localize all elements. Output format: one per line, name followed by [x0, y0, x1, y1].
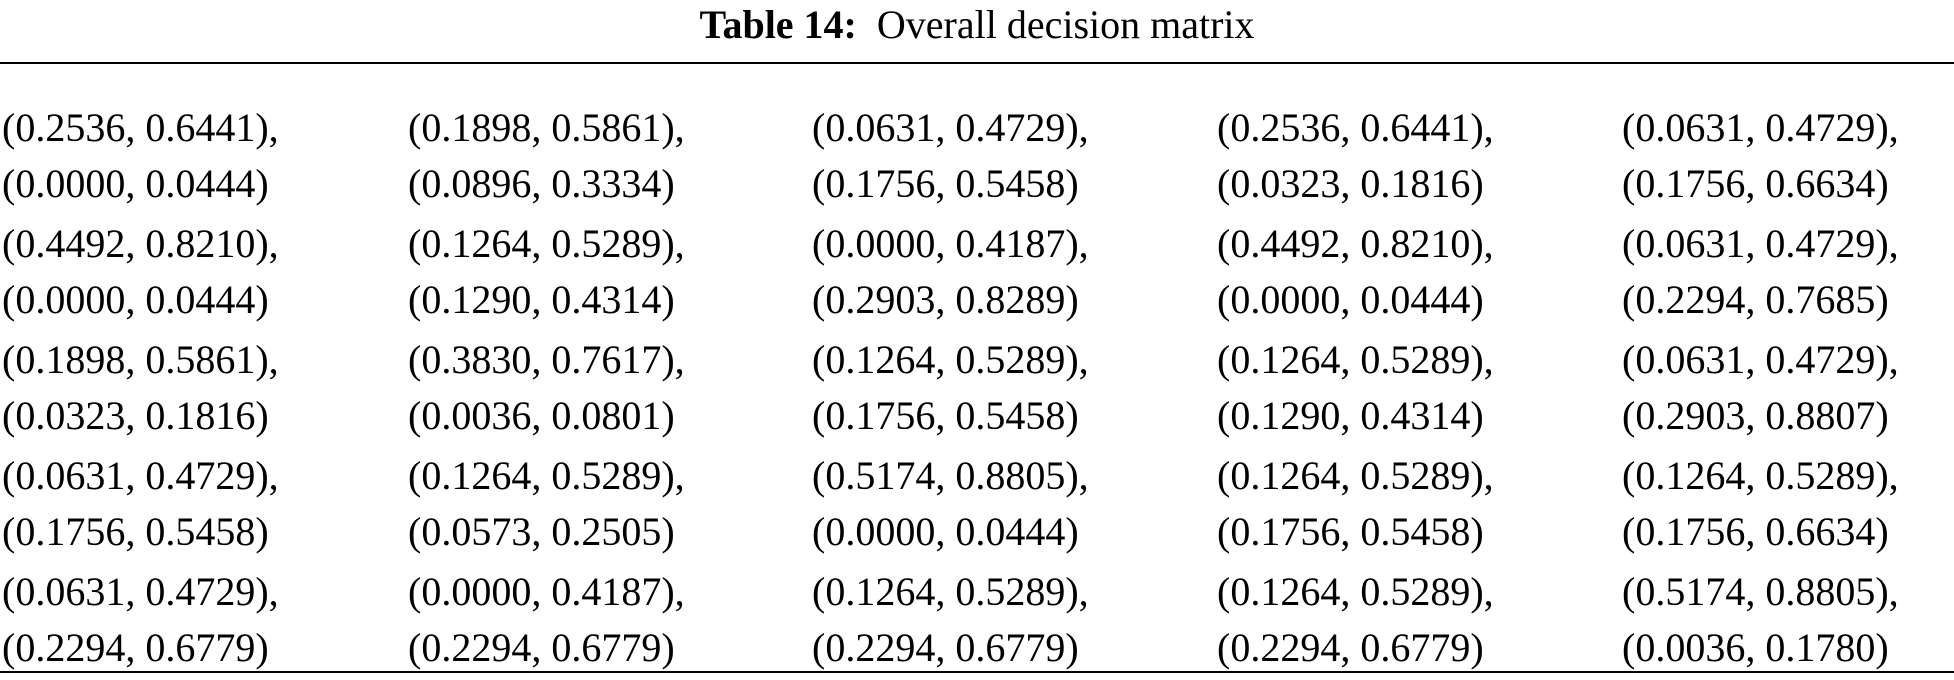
cell-line-2: (0.2903, 0.8807) [1622, 393, 1889, 438]
cell-line-2: (0.0323, 0.1816) [2, 393, 269, 438]
cell-line-1: (0.1264, 0.5289), [1622, 453, 1899, 498]
matrix-row: (0.1898, 0.5861), (0.0323, 0.1816) (0.38… [0, 332, 1954, 448]
matrix-cell: (0.1264, 0.5289), (0.1290, 0.4314) [1217, 332, 1494, 444]
cell-line-1: (0.1264, 0.5289), [408, 453, 685, 498]
cell-line-1: (0.1264, 0.5289), [408, 221, 685, 266]
cell-line-2: (0.1290, 0.4314) [1217, 393, 1484, 438]
matrix-cell: (0.4492, 0.8210), (0.0000, 0.0444) [2, 216, 279, 328]
cell-line-1: (0.1264, 0.5289), [1217, 337, 1494, 382]
cell-line-1: (0.5174, 0.8805), [812, 453, 1089, 498]
cell-line-1: (0.0000, 0.4187), [408, 569, 685, 614]
matrix-cell: (0.0000, 0.4187), (0.2903, 0.8289) [812, 216, 1089, 328]
cell-line-1: (0.1898, 0.5861), [408, 105, 685, 150]
matrix-cell: (0.1264, 0.5289), (0.1756, 0.5458) [812, 332, 1089, 444]
cell-line-2: (0.0036, 0.0801) [408, 393, 675, 438]
matrix-row: (0.0631, 0.4729), (0.1756, 0.5458) (0.12… [0, 448, 1954, 564]
cell-line-2: (0.2294, 0.6779) [1217, 625, 1484, 670]
matrix-cell: (0.0631, 0.4729), (0.2294, 0.6779) [2, 564, 279, 676]
cell-line-1: (0.0631, 0.4729), [1622, 221, 1899, 266]
table-caption: Table 14: Overall decision matrix [0, 0, 1954, 56]
cell-line-2: (0.2294, 0.7685) [1622, 277, 1889, 322]
cell-line-2: (0.2903, 0.8289) [812, 277, 1079, 322]
cell-line-2: (0.0000, 0.0444) [1217, 277, 1484, 322]
cell-line-2: (0.2294, 0.6779) [812, 625, 1079, 670]
decision-matrix: (0.2536, 0.6441), (0.0000, 0.0444) (0.18… [0, 100, 1954, 680]
matrix-cell: (0.0631, 0.4729), (0.1756, 0.5458) [2, 448, 279, 560]
cell-line-1: (0.3830, 0.7617), [408, 337, 685, 382]
matrix-cell: (0.1264, 0.5289), (0.1756, 0.6634) [1622, 448, 1899, 560]
matrix-cell: (0.3830, 0.7617), (0.0036, 0.0801) [408, 332, 685, 444]
table-top-rule [0, 62, 1954, 64]
table-bottom-rule [0, 671, 1954, 673]
matrix-row: (0.4492, 0.8210), (0.0000, 0.0444) (0.12… [0, 216, 1954, 332]
matrix-cell: (0.4492, 0.8210), (0.0000, 0.0444) [1217, 216, 1494, 328]
matrix-cell: (0.1898, 0.5861), (0.0896, 0.3334) [408, 100, 685, 212]
cell-line-2: (0.1756, 0.5458) [1217, 509, 1484, 554]
table-caption-title: Overall decision matrix [876, 2, 1255, 47]
matrix-cell: (0.1898, 0.5861), (0.0323, 0.1816) [2, 332, 279, 444]
cell-line-2: (0.1756, 0.6634) [1622, 509, 1889, 554]
matrix-cell: (0.1264, 0.5289), (0.1756, 0.5458) [1217, 448, 1494, 560]
cell-line-2: (0.1756, 0.5458) [812, 393, 1079, 438]
cell-line-1: (0.0631, 0.4729), [2, 453, 279, 498]
cell-line-1: (0.4492, 0.8210), [1217, 221, 1494, 266]
cell-line-2: (0.0036, 0.1780) [1622, 625, 1889, 670]
cell-line-1: (0.1264, 0.5289), [1217, 453, 1494, 498]
cell-line-1: (0.5174, 0.8805), [1622, 569, 1899, 614]
cell-line-2: (0.2294, 0.6779) [2, 625, 269, 670]
cell-line-1: (0.1264, 0.5289), [812, 337, 1089, 382]
cell-line-2: (0.1756, 0.5458) [812, 161, 1079, 206]
matrix-cell: (0.5174, 0.8805), (0.0000, 0.0444) [812, 448, 1089, 560]
matrix-row: (0.2536, 0.6441), (0.0000, 0.0444) (0.18… [0, 100, 1954, 216]
cell-line-1: (0.0000, 0.4187), [812, 221, 1089, 266]
matrix-cell: (0.0631, 0.4729), (0.2903, 0.8807) [1622, 332, 1899, 444]
matrix-cell: (0.1264, 0.5289), (0.0573, 0.2505) [408, 448, 685, 560]
cell-line-2: (0.1756, 0.5458) [2, 509, 269, 554]
table-caption-label: Table 14: [699, 2, 857, 47]
cell-line-1: (0.1264, 0.5289), [1217, 569, 1494, 614]
cell-line-1: (0.1264, 0.5289), [812, 569, 1089, 614]
cell-line-1: (0.1898, 0.5861), [2, 337, 279, 382]
cell-line-2: (0.0000, 0.0444) [2, 277, 269, 322]
cell-line-2: (0.0000, 0.0444) [2, 161, 269, 206]
cell-line-2: (0.1756, 0.6634) [1622, 161, 1889, 206]
matrix-cell: (0.0631, 0.4729), (0.1756, 0.6634) [1622, 100, 1899, 212]
cell-line-2: (0.1290, 0.4314) [408, 277, 675, 322]
cell-line-1: (0.2536, 0.6441), [1217, 105, 1494, 150]
cell-line-1: (0.2536, 0.6441), [2, 105, 279, 150]
matrix-cell: (0.0000, 0.4187), (0.2294, 0.6779) [408, 564, 685, 676]
matrix-cell: (0.0631, 0.4729), (0.1756, 0.5458) [812, 100, 1089, 212]
cell-line-1: (0.0631, 0.4729), [1622, 337, 1899, 382]
cell-line-2: (0.0573, 0.2505) [408, 509, 675, 554]
matrix-cell: (0.1264, 0.5289), (0.2294, 0.6779) [812, 564, 1089, 676]
cell-line-1: (0.4492, 0.8210), [2, 221, 279, 266]
matrix-cell: (0.1264, 0.5289), (0.1290, 0.4314) [408, 216, 685, 328]
cell-line-2: (0.0000, 0.0444) [812, 509, 1079, 554]
matrix-cell: (0.5174, 0.8805), (0.0036, 0.1780) [1622, 564, 1899, 676]
cell-line-2: (0.2294, 0.6779) [408, 625, 675, 670]
cell-line-1: (0.0631, 0.4729), [1622, 105, 1899, 150]
cell-line-1: (0.0631, 0.4729), [812, 105, 1089, 150]
matrix-row: (0.0631, 0.4729), (0.2294, 0.6779) (0.00… [0, 564, 1954, 680]
cell-line-2: (0.0323, 0.1816) [1217, 161, 1484, 206]
matrix-cell: (0.0631, 0.4729), (0.2294, 0.7685) [1622, 216, 1899, 328]
cell-line-2: (0.0896, 0.3334) [408, 161, 675, 206]
matrix-cell: (0.1264, 0.5289), (0.2294, 0.6779) [1217, 564, 1494, 676]
cell-line-1: (0.0631, 0.4729), [2, 569, 279, 614]
matrix-cell: (0.2536, 0.6441), (0.0323, 0.1816) [1217, 100, 1494, 212]
matrix-cell: (0.2536, 0.6441), (0.0000, 0.0444) [2, 100, 279, 212]
